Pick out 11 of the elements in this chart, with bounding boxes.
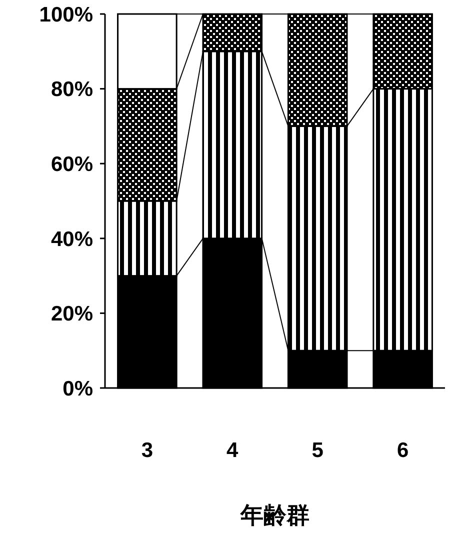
y-tick-label: 60% <box>50 152 94 176</box>
x-tick-label: 6 <box>396 439 409 462</box>
y-tick-label: 80% <box>50 78 94 102</box>
y-tick-label: 0% <box>62 377 94 400</box>
x-tick-label: 4 <box>226 439 239 462</box>
x-axis-title: 年齢群 <box>240 502 310 528</box>
y-tick-label: 20% <box>50 302 94 326</box>
x-tick-label: 5 <box>312 439 324 462</box>
y-tick-label: 40% <box>50 228 94 251</box>
y-tick-label: 100% <box>39 3 94 26</box>
x-tick-label: 3 <box>141 439 154 462</box>
